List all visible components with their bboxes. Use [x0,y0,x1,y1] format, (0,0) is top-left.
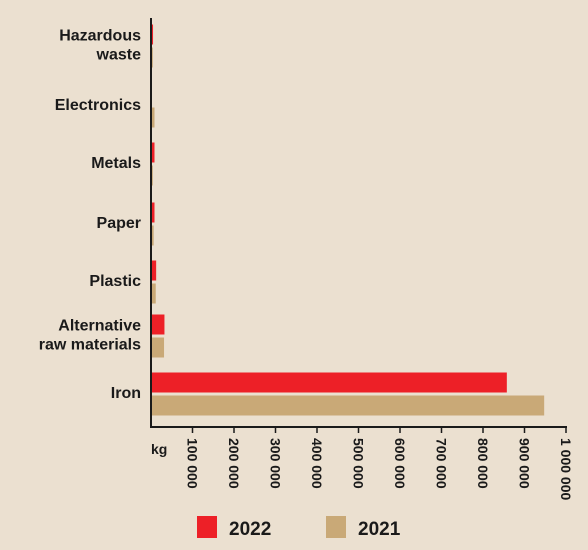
bar-2022-paper [152,202,155,223]
category-label: Iron [111,385,141,402]
category-label: Hazardous waste [59,28,141,64]
category-label-line: Iron [111,385,141,402]
bars-group [152,24,545,416]
x-tick-label: 300 000 [268,438,284,489]
category-label-line: Plastic [89,273,141,290]
x-axis-unit-label: kg [151,441,167,457]
category-label: Electronics [55,97,141,114]
bar-2021-metals [152,165,153,186]
legend-swatch-2021 [326,516,346,538]
bar-2021-hazardous-waste [152,47,153,68]
bar-2021-paper [152,225,154,246]
bar-2022-alternative-raw-materials [152,314,165,335]
category-label: Metals [91,155,141,172]
bar-2021-alternative-raw-materials [152,337,165,358]
bar-2021-plastic [152,283,156,304]
category-label: Plastic [89,273,141,290]
bar-2022-plastic [152,260,157,281]
bar-2021-electronics [152,107,155,128]
category-label-line: raw materials [39,337,141,354]
category-label: Paper [97,215,141,232]
x-tick-label: 100 000 [185,438,201,489]
bar-2022-iron [152,372,507,393]
legend-swatch-2022 [197,516,217,538]
legend-label-2021: 2021 [358,519,401,540]
category-label-line: Hazardous [59,28,141,45]
legend-label-2022: 2022 [229,519,271,540]
x-tick-label: 400 000 [309,438,325,489]
category-label-line: Electronics [55,97,141,114]
category-label-line: waste [96,47,142,64]
bar-2022-hazardous-waste [152,24,154,45]
bar-2022-metals [152,142,155,163]
legend: 2022 2021 [197,516,401,540]
category-label-line: Alternative [58,318,141,335]
x-tick-label: 700 000 [434,438,450,489]
category-label: Alternative raw materials [39,318,141,354]
x-axis-ticks: 100 000 200 000 300 000 400 000 500 000 600 0… [185,427,574,500]
category-labels: Hazardous waste Electronics Metals Paper Plas… [39,28,141,403]
x-tick-label: 500 000 [351,438,367,489]
x-tick-label: 900 000 [517,438,533,489]
x-tick-label: 800 000 [475,438,491,489]
x-tick-label: 600 000 [392,438,408,489]
category-label-line: Paper [97,215,141,232]
x-tick-label: 1 000 000 [558,438,574,500]
category-label-line: Metals [91,155,141,172]
x-tick-label: 200 000 [226,438,242,489]
bar-2021-iron [152,395,545,416]
